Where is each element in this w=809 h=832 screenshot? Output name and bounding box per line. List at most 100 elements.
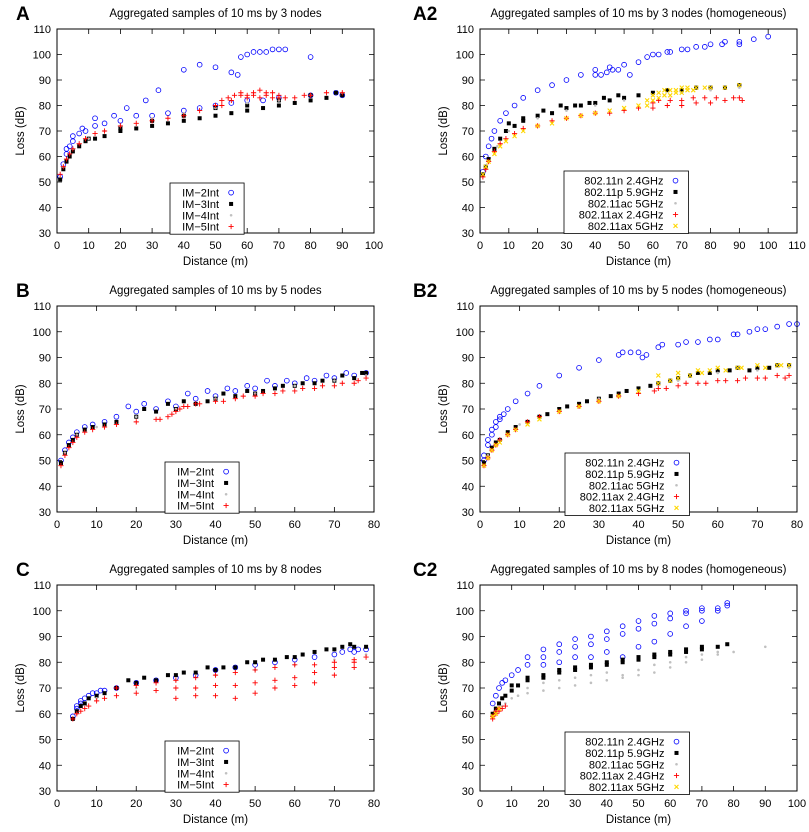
series-802-11n-2-4ghz	[489, 600, 731, 707]
data-point	[650, 92, 656, 98]
y-tick-label: 100	[456, 50, 474, 62]
data-point	[252, 393, 258, 399]
legend-marker	[223, 468, 229, 475]
x-tick-label: 10	[83, 240, 95, 252]
data-point	[620, 657, 625, 662]
x-tick-label: 80	[368, 798, 380, 810]
data-point	[340, 373, 345, 378]
data-point	[635, 618, 642, 624]
data-point	[263, 90, 269, 96]
data-point	[621, 105, 627, 111]
data-point	[509, 683, 514, 688]
y-axis-label: Loss (dB)	[438, 384, 450, 433]
data-point	[292, 100, 297, 105]
data-point	[219, 97, 225, 103]
data-point	[715, 378, 721, 384]
x-tick-label: 80	[368, 519, 380, 531]
data-point	[650, 98, 656, 103]
data-point	[679, 85, 685, 91]
x-tick-label: 0	[477, 240, 483, 252]
data-point	[774, 372, 780, 379]
y-tick-label: 90	[39, 353, 51, 365]
legend-marker	[673, 772, 680, 779]
data-point	[212, 693, 219, 699]
data-point	[767, 365, 772, 370]
legend-marker	[228, 223, 234, 230]
data-point	[269, 90, 276, 96]
data-point	[703, 380, 709, 386]
data-point	[123, 105, 130, 111]
data-point	[734, 378, 741, 384]
series-im-4int	[75, 653, 368, 716]
data-point	[493, 442, 499, 448]
legend-marker	[224, 480, 229, 485]
legend-label: 802.11ac 5GHz	[589, 759, 665, 771]
data-point	[253, 660, 258, 665]
data-point	[564, 115, 569, 121]
data-point	[134, 415, 138, 419]
data-point	[635, 625, 642, 632]
data-point	[485, 455, 491, 461]
x-tick-label: 10	[514, 519, 526, 531]
series-im-4int	[63, 374, 368, 455]
data-point	[301, 92, 307, 98]
chart-title: Aggregated samples of 10 ms by 5 nodes	[109, 285, 321, 297]
data-point	[755, 365, 760, 370]
data-point	[684, 660, 688, 664]
y-tick-label: 100	[33, 327, 51, 339]
series-im-2int	[58, 370, 369, 464]
data-point	[497, 118, 503, 124]
data-point	[735, 365, 740, 371]
data-point	[233, 665, 238, 670]
data-point	[738, 86, 741, 89]
data-point	[504, 406, 511, 412]
data-point	[153, 680, 159, 686]
x-tick-label: 60	[289, 519, 301, 531]
data-point	[245, 660, 250, 665]
y-tick-label: 110	[33, 24, 51, 36]
data-point	[525, 678, 530, 683]
data-point	[526, 686, 529, 690]
data-point	[684, 649, 689, 654]
data-point	[541, 108, 546, 113]
data-point	[111, 112, 117, 119]
data-point	[491, 128, 498, 134]
data-point	[276, 95, 282, 101]
data-point	[272, 386, 277, 391]
data-point	[651, 388, 657, 394]
data-point	[655, 373, 661, 378]
data-point	[635, 105, 642, 111]
data-point	[774, 323, 780, 330]
x-tick-label: 50	[249, 519, 261, 531]
data-point	[482, 153, 489, 160]
data-point	[155, 87, 162, 93]
legend-marker	[229, 213, 233, 217]
data-point	[756, 369, 759, 372]
data-point	[725, 642, 730, 647]
data-point	[652, 655, 657, 660]
legend-label: IM−3Int	[177, 757, 214, 769]
data-point	[627, 72, 633, 78]
data-point	[133, 120, 139, 126]
data-point	[82, 429, 88, 435]
data-point	[150, 123, 155, 128]
x-axis-label: Distance (m)	[606, 535, 671, 547]
legend-label: 802.11n 2.4GHz	[584, 176, 663, 188]
data-point	[550, 111, 555, 116]
data-point	[622, 95, 627, 100]
data-point	[588, 654, 594, 660]
series-802-11ax-2-4ghz	[490, 703, 508, 722]
data-point	[343, 370, 350, 376]
x-tick-label: 50	[618, 240, 630, 252]
data-point	[193, 693, 199, 699]
data-point	[506, 121, 511, 126]
data-point	[685, 87, 690, 93]
chart-panel-b2: B2 Aggregated samples of 10 ms by 5 nodes…	[413, 281, 803, 547]
data-point	[332, 647, 337, 652]
data-point	[536, 414, 543, 420]
data-point	[556, 659, 563, 666]
data-point	[293, 384, 297, 388]
data-point	[331, 383, 337, 389]
y-tick-label: 80	[462, 378, 474, 390]
data-point	[244, 95, 250, 101]
